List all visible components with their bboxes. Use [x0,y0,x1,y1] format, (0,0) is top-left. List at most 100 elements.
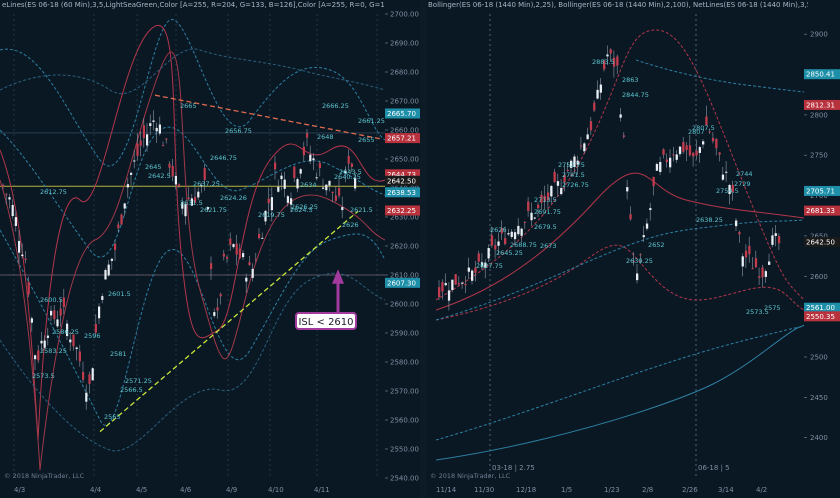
candle-body [283,179,286,189]
price-annotation: 2571.25 [125,377,152,385]
price-tag-label: 2705.71 [806,187,835,195]
hourly-chart-panel[interactable]: 2665 2656.75 2666.25 2661.25 2655 2648 2645 264… [0,0,420,498]
price-annotation: 2626 [490,226,507,234]
x-tick-label: 4/2 [756,486,767,494]
x-tick-label: 4/10 [268,486,284,494]
price-tag-label: 2657.21 [387,135,416,143]
candle-body [777,236,781,244]
candle-body [216,307,219,311]
candle-body [155,127,158,132]
candle-body [165,138,168,140]
candle-body [30,318,33,323]
candle-body [2,184,5,187]
candle-body [229,238,232,245]
price-annotation: 2573.5 [746,308,769,316]
candle-body [142,125,145,139]
price-tag [385,187,420,198]
price-annotation: 2573.5 [32,372,55,380]
price-annotation: 2655 [358,136,375,144]
price-annotation: 2626.25 [291,203,318,211]
candle-body [537,204,540,209]
price-annotation: 2688.75 [510,241,537,249]
price-annotation: 2624.26 [220,194,247,202]
candle-body [27,281,30,295]
candle-body [66,323,69,337]
price-annotation: 2673 [540,242,557,250]
bollinger-lower [0,229,386,426]
x-tick-label: 4/5 [136,486,147,494]
price-annotation: 2600.5 [40,296,63,304]
price-tag-label: 2642.50 [387,177,416,185]
candle-body [350,163,353,167]
candle-body [645,223,649,229]
isl-callout-box: ISL < 2610 [295,312,357,330]
candle-body [550,186,553,197]
candle-body [178,184,181,187]
candle-body [748,245,751,255]
candle-body [457,283,461,285]
price-tag [385,277,420,288]
candle-body [467,267,470,272]
candle-body [655,164,659,171]
candle-body [136,143,139,156]
candle-body [21,254,24,257]
candle-body [672,154,675,156]
y-tick-label: 2690.00 [390,40,419,48]
left-y-axis-area [385,0,420,498]
candle-body [721,174,725,180]
candle-body [293,166,296,179]
candle-body [315,177,318,179]
candle-body [513,232,517,240]
price-annotation: 2619.75 [258,211,285,219]
candle-body [494,245,497,250]
candle-body [764,271,767,277]
y-tick-label: 2800 [810,111,828,119]
candle-body [312,158,315,161]
hourly-price-chart[interactable]: 26652656.752666.252661.25265526482645264… [0,0,420,498]
candle-body [232,244,235,248]
candle-body [438,287,441,298]
candle-body [296,179,299,189]
price-annotation: 2565 [104,413,121,421]
candle-body [270,197,273,211]
candle-body [59,308,62,316]
candle-body [261,237,264,239]
candle-body [62,297,65,307]
candle-body [609,49,612,54]
candle-body [322,187,325,189]
candle-body [78,351,81,362]
candle-body [546,192,550,201]
candle-body [184,203,187,217]
y-tick-label: 2600 [810,273,828,281]
candle-body [50,310,53,316]
candle-body [290,198,293,205]
contract-label-1: 03-18 | 2.75 [492,464,535,472]
price-annotation: 2648 [317,133,334,141]
candle-body [520,228,523,236]
candle-body [593,102,596,111]
candle-body [85,392,88,402]
x-tick-label: 12/18 [516,486,536,494]
left-copyright: © 2018 NinjaTrader, LLC [4,472,85,480]
candle-body [248,262,251,266]
candle-body [104,269,107,280]
candle-body [563,175,566,183]
candle-body [480,262,484,267]
long-term-trend [435,324,805,461]
candle-body [133,160,136,162]
daily-price-chart[interactable]: 03-18 | 2.75 06-18 | 5 2883.5 2863 2844.75 28… [426,0,840,498]
candle-body [619,114,622,118]
candle-body [629,214,632,220]
candle-body [533,217,536,219]
y-tick-label: 2580.00 [390,359,419,367]
panel-divider[interactable] [420,0,426,498]
candle-body [72,334,75,347]
y-tick-label: 2600.00 [390,301,419,309]
candle-body [206,207,209,210]
price-annotation: 2807 [688,128,705,136]
candle-body [698,147,701,153]
candle-body [120,214,123,225]
daily-chart-panel[interactable]: 03-18 | 2.75 06-18 | 5 2883.5 2863 2844.75 28… [426,0,840,498]
outer-band-lower [0,272,386,452]
candle-body [197,191,200,198]
